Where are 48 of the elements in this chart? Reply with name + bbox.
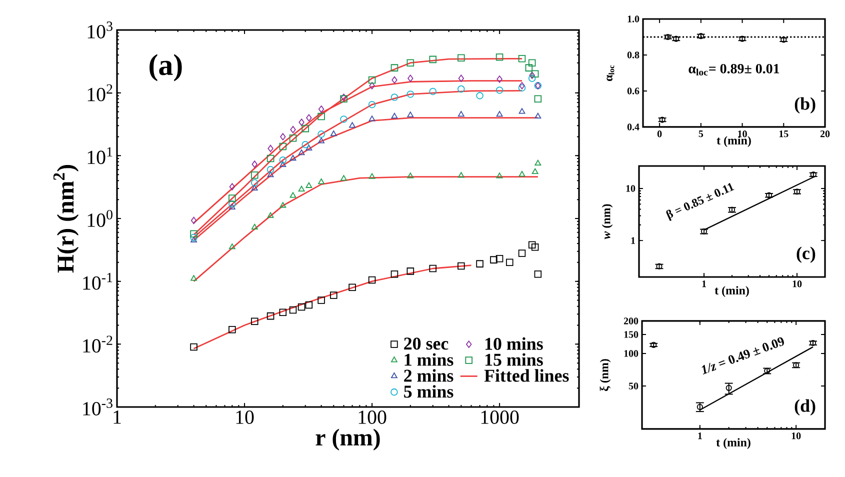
legend-label: 15 mins [485, 353, 543, 366]
x-axis-title: r (nm) [316, 428, 380, 450]
y-tick-label: 10$^{-1}$ [83, 272, 112, 290]
y-tick-label: 10$^{0}$ [88, 210, 112, 227]
annotation: (b) [794, 97, 816, 114]
annotation: (c) [796, 246, 816, 263]
legend-label: 2 mins [404, 369, 454, 382]
y-tick-label: 10$^{-3}$ [83, 398, 112, 416]
x-tick-label: 5 [698, 130, 704, 138]
x-tick-label: 1000 [481, 410, 519, 424]
y-tick-label: 50 [628, 382, 638, 390]
x-axis-title: t (min) [714, 286, 749, 297]
y-tick-label: 10$^{-2}$ [83, 336, 112, 353]
y-tick-label: 0.8 [627, 52, 640, 58]
legend-label: 20 sec [404, 338, 448, 350]
legend-label: 1 mins [404, 353, 454, 366]
y-tick-label: 0.6 [627, 88, 640, 94]
legend-label: Fitted lines [484, 369, 569, 382]
y-tick-label: 100 [624, 350, 638, 357]
x-axis-title: t (min) [716, 136, 751, 147]
y-tick-label: 200 [624, 318, 638, 324]
x-axis-title: t (min) [716, 438, 750, 449]
legend-label: 10 mins [485, 337, 543, 350]
x-tick-label: 15 [779, 130, 788, 138]
y-tick-label: 1 [631, 237, 635, 244]
annotation: 1/z = 0.49 ± 0.09 [702, 337, 784, 374]
y-tick-label: 10$^{2}$ [88, 84, 112, 102]
x-tick-label: 0 [657, 130, 662, 138]
y-tick-label: 10$^{1}$ [88, 147, 112, 164]
x-tick-label: 10 [236, 410, 254, 424]
y-tick-label: 10 [626, 185, 636, 192]
y-axis-title: ξ (nm) [600, 359, 611, 391]
annotation: β = 0.85 ± 0.11 [666, 182, 734, 222]
x-tick-label: 20 [820, 130, 830, 138]
annotation: α$_{loc}$= 0.89± 0.01 [688, 64, 780, 76]
y-tick-label: 1.0 [628, 16, 640, 22]
x-tick-label: 100 [358, 410, 386, 424]
annotation: (d) [794, 399, 816, 416]
y-axis-title: α$_{loc}$ [606, 65, 614, 82]
y-axis-title: w (nm) [602, 204, 613, 240]
y-axis-title: H(r) (nm$^{2}$) [53, 164, 79, 273]
y-tick-label: 0.4 [627, 124, 640, 130]
y-tick-label: 10$^{3}$ [88, 22, 112, 38]
annotation: (a) [150, 54, 182, 82]
x-tick-label: 1 [114, 410, 121, 424]
x-tick-label: 10 [738, 130, 747, 138]
y-tick-label: 150 [624, 331, 638, 338]
legend-label: 5 mins [404, 385, 454, 398]
